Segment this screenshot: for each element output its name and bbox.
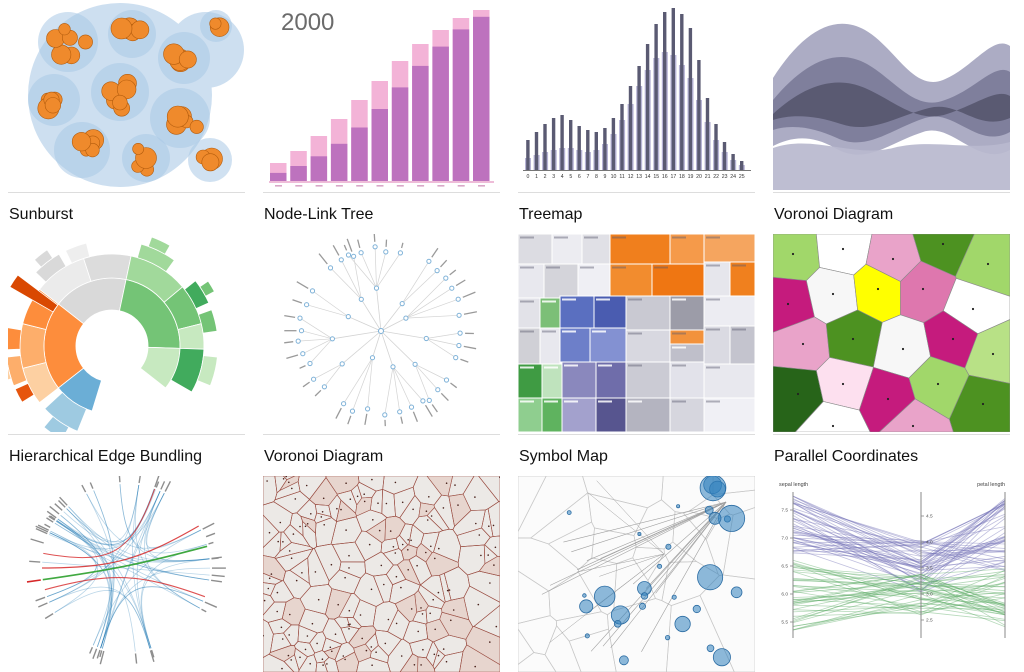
symbol-map-image xyxy=(518,476,755,672)
age-axis-tick: 15 xyxy=(653,174,659,180)
parallel-axis-tick: 3.5 xyxy=(926,566,933,572)
example-title-treemap: Treemap xyxy=(518,193,755,234)
age-axis-tick: 0 xyxy=(527,174,530,180)
voronoi-map-image xyxy=(263,476,500,672)
edge-bundling-image xyxy=(8,476,245,672)
parallel-axis-tick: 7.5 xyxy=(781,508,788,514)
example-title-symbol-map: Symbol Map xyxy=(518,435,755,476)
thumb-node-link-tree[interactable]: Node-Link Tree xyxy=(263,193,500,435)
example-title-sunburst: Sunburst xyxy=(8,193,245,234)
age-axis-tick: 2 xyxy=(544,174,547,180)
thumb-population-pyramid[interactable]: 2000 xyxy=(263,0,500,193)
gallery-row-3: Hierarchical Edge Bundling Voronoi Diagr… xyxy=(0,435,1024,672)
thumb-circle-packing[interactable] xyxy=(8,0,245,193)
age-axis-tick: 22 xyxy=(713,174,719,180)
age-axis-tick: 16 xyxy=(662,174,668,180)
voronoi-diagram-image xyxy=(773,234,1010,432)
parallel-axis-tick: 5.5 xyxy=(781,620,788,626)
age-axis-tick: 14 xyxy=(645,174,651,180)
thumb-parallel-coordinates[interactable]: Parallel Coordinates 7.5 7.0 6.5 6.0 5.5 4.5 4… xyxy=(773,435,1010,672)
parallel-axis-tick: 6.5 xyxy=(781,564,788,570)
node-link-tree-image xyxy=(263,234,500,432)
thumb-edge-bundling[interactable]: Hierarchical Edge Bundling xyxy=(8,435,245,672)
age-axis-tick: 10 xyxy=(611,174,617,180)
population-pyramid-image: 2000 xyxy=(263,0,500,190)
thumb-sunburst[interactable]: Sunburst xyxy=(8,193,245,435)
thumb-voronoi-diagram[interactable]: Voronoi Diagram xyxy=(773,193,1010,435)
parallel-axis-tick: 4.0 xyxy=(926,540,933,546)
age-axis-tick: 24 xyxy=(730,174,736,180)
age-axis-tick: 5 xyxy=(569,174,572,180)
age-axis-tick: 7 xyxy=(586,174,589,180)
thumb-streamgraph[interactable] xyxy=(773,0,1010,193)
age-axis-tick: 13 xyxy=(636,174,642,180)
gallery-row-2: Sunburst Node-Link Tree Treemap Voronoi … xyxy=(0,193,1024,435)
streamgraph-image xyxy=(773,0,1010,190)
age-axis-tick: 25 xyxy=(739,174,745,180)
example-title-voronoi-diagram: Voronoi Diagram xyxy=(773,193,1010,234)
example-title-voronoi-map: Voronoi Diagram xyxy=(263,435,500,476)
age-axis-tick: 17 xyxy=(671,174,677,180)
parallel-coordinates-image: 7.5 7.0 6.5 6.0 5.5 4.5 4.0 3.5 3.0 2.5 sepal leng… xyxy=(773,476,1010,672)
age-axis-tick: 21 xyxy=(705,174,711,180)
circle-packing-image xyxy=(8,0,245,190)
age-axis-tick: 4 xyxy=(561,174,564,180)
example-title-parallel-coordinates: Parallel Coordinates xyxy=(773,435,1010,476)
age-axis-tick: 20 xyxy=(696,174,702,180)
sunburst-image xyxy=(8,234,245,432)
age-axis-tick: 9 xyxy=(604,174,607,180)
parallel-axis-label: sepal length xyxy=(779,482,808,488)
parallel-axis-tick: 7.0 xyxy=(781,536,788,542)
age-axis-tick: 6 xyxy=(578,174,581,180)
age-axis-tick: 23 xyxy=(722,174,728,180)
treemap-image xyxy=(518,234,755,432)
pyramid-year-label: 2000 xyxy=(281,9,334,36)
parallel-axis-label: petal length xyxy=(977,482,1005,488)
parallel-axis-tick: 4.5 xyxy=(926,514,933,520)
age-axis-tick: 3 xyxy=(552,174,555,180)
thumb-treemap[interactable]: Treemap xyxy=(518,193,755,435)
thumb-symbol-map[interactable]: Symbol Map xyxy=(518,435,755,672)
age-axis-tick: 18 xyxy=(679,174,685,180)
thumb-voronoi-map[interactable]: Voronoi Diagram xyxy=(263,435,500,672)
age-axis-tick: 19 xyxy=(688,174,694,180)
age-axis-tick: 12 xyxy=(628,174,634,180)
age-axis-tick: 1 xyxy=(535,174,538,180)
age-axis-tick: 8 xyxy=(595,174,598,180)
parallel-axis-tick: 6.0 xyxy=(781,592,788,598)
parallel-axis-tick: 2.5 xyxy=(926,618,933,624)
example-title-node-link-tree: Node-Link Tree xyxy=(263,193,500,234)
example-title-edge-bundling: Hierarchical Edge Bundling xyxy=(8,435,245,476)
age-axis-tick: 11 xyxy=(619,174,624,180)
parallel-axis-tick: 3.0 xyxy=(926,592,933,598)
